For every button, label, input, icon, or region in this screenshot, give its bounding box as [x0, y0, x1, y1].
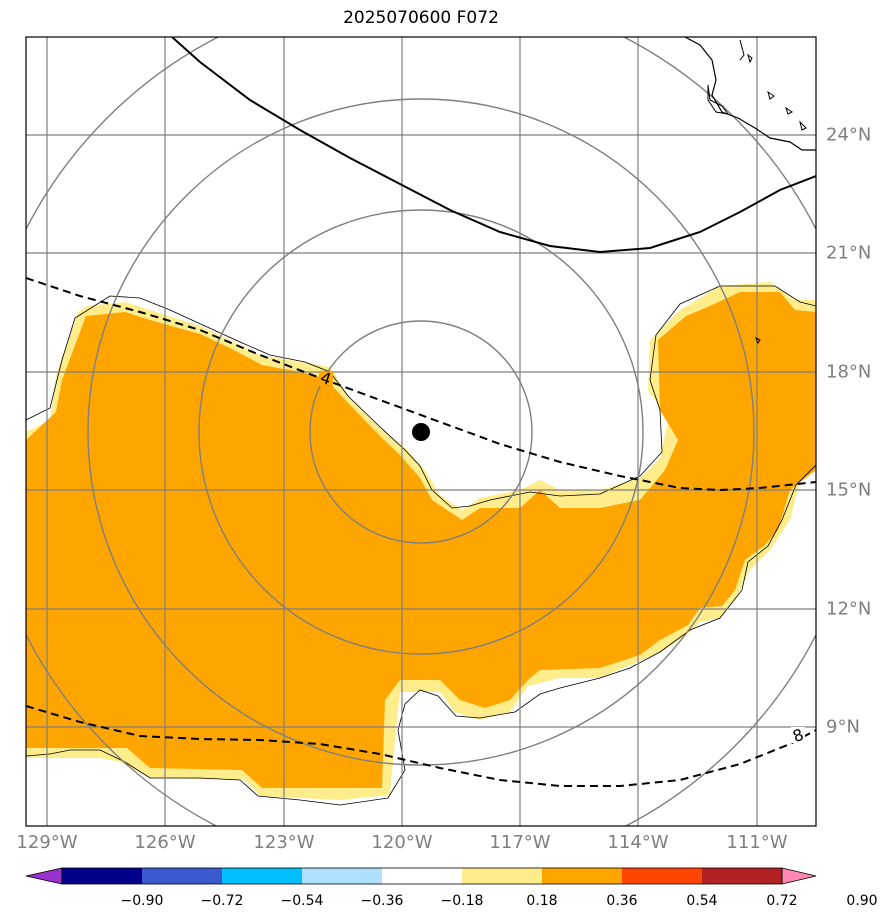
colorbar-segment: [302, 868, 382, 884]
lon-tick: 114°W: [607, 832, 669, 853]
plot-frame: [25, 36, 817, 827]
lat-tick: 12°N: [826, 598, 872, 620]
colorbar-tick-label: −0.90: [120, 893, 164, 909]
lon-tick: 111°W: [726, 832, 788, 853]
colorbar-segment: [462, 868, 542, 884]
lat-tick: 18°N: [826, 361, 872, 383]
colorbar-tick-label: −0.54: [280, 893, 324, 909]
colorbar-tick-label: 0.18: [526, 893, 558, 909]
colorbar-segment: [702, 868, 782, 884]
colorbar-tick-label: 0.72: [766, 893, 798, 909]
shaded-region-main: [26, 292, 816, 788]
colorbar-tick-label: 0.36: [606, 893, 638, 909]
lat-tick: 9°N: [826, 716, 860, 738]
colorbar-segment: [222, 868, 302, 884]
colorbar-tick-label: 0.90: [846, 893, 878, 909]
colorbar-tick-label: 0.54: [686, 893, 718, 909]
colorbar-extend-low: [25, 867, 63, 885]
lat-tick: 15°N: [826, 479, 872, 501]
lon-tick: 117°W: [489, 832, 551, 853]
lon-tick: 123°W: [253, 832, 315, 853]
coastline: [684, 37, 816, 151]
lon-tick: 129°W: [16, 832, 78, 853]
lon-tick: 126°W: [134, 832, 196, 853]
colorbar-tick-label: −0.72: [200, 893, 244, 909]
colorbar-segment: [62, 868, 142, 884]
colorbar-segment: [142, 868, 222, 884]
colorbar-extend-high: [781, 867, 817, 885]
colorbar-segment: [542, 868, 622, 884]
lat-tick: 21°N: [826, 242, 872, 264]
dashed-contour-8: [26, 705, 816, 787]
map-title: 2025070600 F072: [343, 8, 499, 28]
storm-center-marker: [412, 423, 430, 441]
solid-contour: [171, 37, 816, 254]
colorbar-tick-label: −0.18: [440, 893, 484, 909]
lon-tick: 120°W: [371, 832, 433, 853]
range-rings: [26, 37, 816, 826]
lat-tick: 24°N: [826, 124, 872, 146]
colorbar-tick-label: −0.36: [360, 893, 404, 909]
colorbar-segment: [382, 868, 462, 884]
colorbar-segment: [622, 868, 702, 884]
